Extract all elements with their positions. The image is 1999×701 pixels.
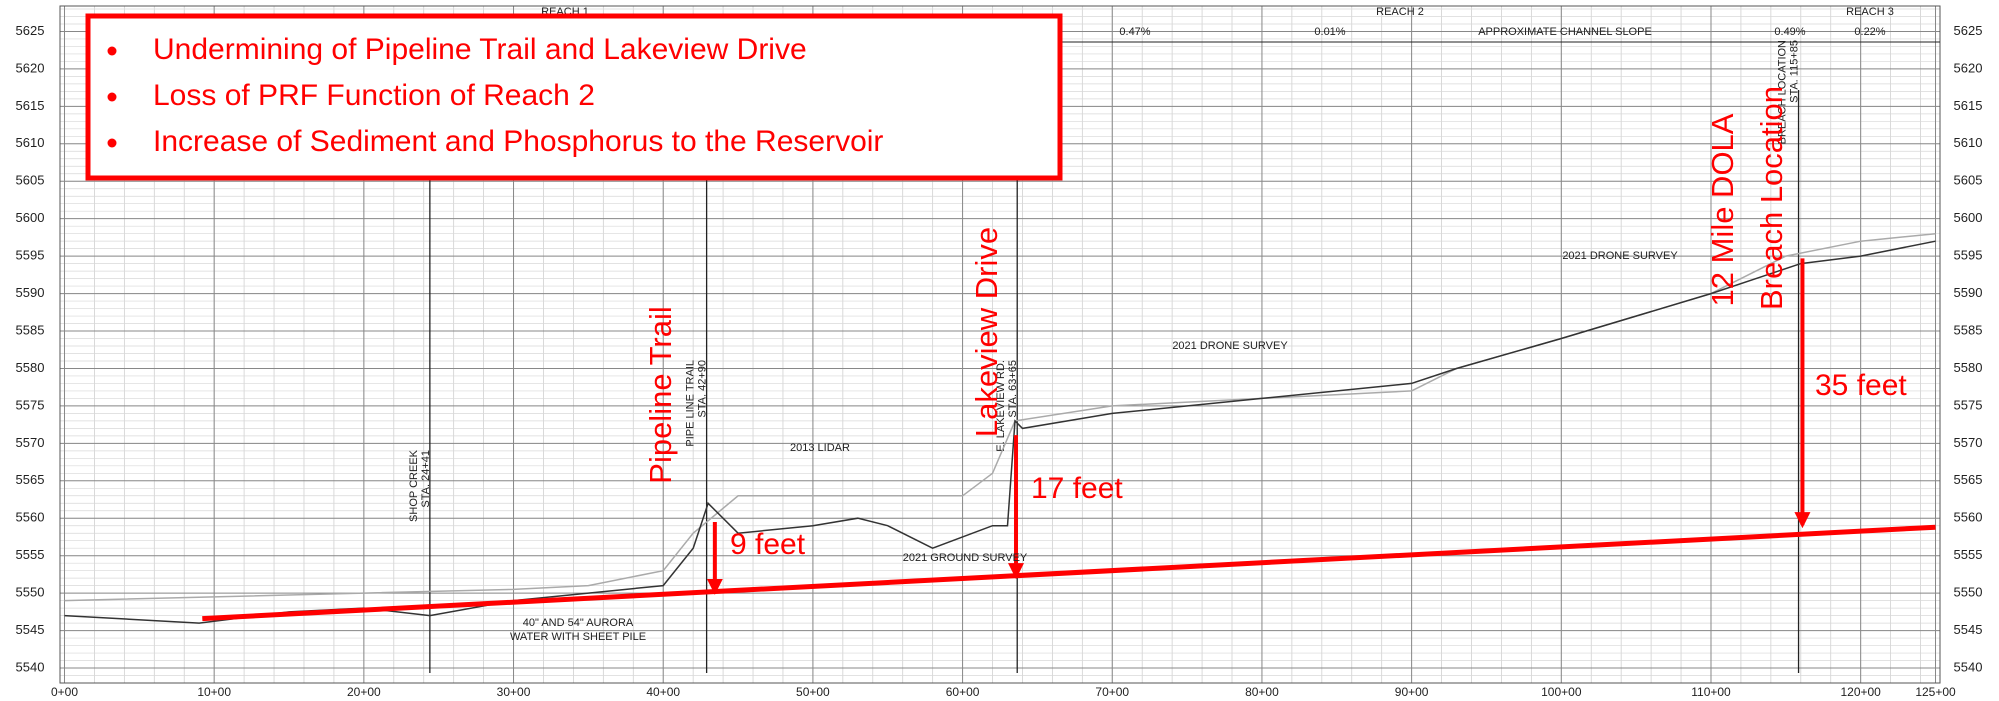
x-tick-label: 125+00 — [1915, 685, 1956, 699]
y-tick-label: 5555 — [16, 547, 45, 562]
note: 2021 DRONE SURVEY — [1562, 250, 1678, 262]
y-tick-label: 5560 — [16, 510, 45, 525]
y-tick-label-right: 5555 — [1954, 547, 1983, 562]
y-tick-label-right: 5595 — [1954, 248, 1983, 263]
y-tick-label-right: 5575 — [1954, 397, 1983, 412]
callout-item: Loss of PRF Function of Reach 2 — [153, 79, 595, 112]
y-tick-label: 5605 — [16, 173, 45, 188]
y-tick-label-right: 5570 — [1954, 435, 1983, 450]
site-label: Lakeview Drive — [969, 227, 1004, 437]
x-tick-label: 10+00 — [197, 685, 231, 699]
y-tick-label: 5575 — [16, 397, 45, 412]
y-tick-label: 5615 — [16, 98, 45, 113]
station-label: SHOP CREEK — [408, 449, 420, 522]
note: 0.49% — [1774, 26, 1805, 38]
bullet — [107, 138, 117, 148]
site-label: 12 Mile DOLA — [1705, 113, 1740, 306]
y-tick-label-right: 5600 — [1954, 210, 1983, 225]
y-tick-label: 5595 — [16, 248, 45, 263]
y-tick-label: 5570 — [16, 435, 45, 450]
y-tick-label-right: 5625 — [1954, 23, 1983, 38]
station-label: PIPE LINE TRAIL — [685, 360, 697, 447]
y-tick-label-right: 5620 — [1954, 60, 1983, 75]
note: 2013 LIDAR — [790, 442, 850, 454]
y-tick-label-right: 5605 — [1954, 173, 1983, 188]
x-tick-label: 60+00 — [946, 685, 980, 699]
callout: Undermining of Pipeline Trail and Lakevi… — [85, 13, 1063, 181]
station-label: STA. 115+85 — [1788, 40, 1800, 103]
y-tick-label-right: 5590 — [1954, 285, 1983, 300]
y-tick-label-right: 5585 — [1954, 322, 1983, 337]
note: 40" AND 54" AURORA — [523, 617, 634, 629]
station-label: BREACH LOCATION — [1776, 40, 1788, 144]
y-tick-label: 5620 — [16, 60, 45, 75]
x-tick-label: 120+00 — [1840, 685, 1881, 699]
x-tick-label: 70+00 — [1095, 685, 1129, 699]
y-tick-label-right: 5580 — [1954, 360, 1983, 375]
x-tick-label: 110+00 — [1691, 685, 1731, 699]
note: 0.47% — [1119, 26, 1150, 38]
y-tick-label: 5565 — [16, 472, 45, 487]
callout-item: Undermining of Pipeline Trail and Lakevi… — [153, 33, 807, 66]
y-tick-label-right: 5545 — [1954, 622, 1983, 637]
series-line — [202, 524, 1936, 622]
y-tick-label-right: 5610 — [1954, 135, 1983, 150]
y-tick-label-right: 5540 — [1954, 659, 1983, 674]
station-label: STA. 63+65 — [1007, 360, 1019, 418]
x-tick-label: 90+00 — [1395, 685, 1429, 699]
x-tick-label: 30+00 — [497, 685, 531, 699]
x-tick-label: 40+00 — [646, 685, 680, 699]
note: APPROXIMATE CHANNEL SLOPE — [1478, 26, 1652, 38]
note: WATER WITH SHEET PILE — [510, 631, 646, 643]
arrow-label: 9 feet — [730, 528, 806, 561]
bullet — [107, 92, 117, 102]
arrow-label: 17 feet — [1031, 472, 1123, 505]
note: 2021 DRONE SURVEY — [1172, 340, 1288, 352]
bullet — [107, 46, 117, 56]
note: REACH 2 — [1376, 6, 1424, 18]
plot-frame — [59, 5, 1941, 684]
note: 0.22% — [1854, 26, 1885, 38]
arrow-label: 35 feet — [1815, 369, 1907, 402]
x-tick-label: 80+00 — [1245, 685, 1279, 699]
station-label: E. LAKEVIEW RD. — [995, 360, 1007, 452]
y-tick-label: 5580 — [16, 360, 45, 375]
station-label: STA. 42+90 — [697, 360, 709, 418]
x-tick-label: 100+00 — [1541, 685, 1582, 699]
y-tick-label: 5625 — [16, 23, 45, 38]
x-tick-label: 0+00 — [51, 685, 78, 699]
y-tick-label-right: 5560 — [1954, 510, 1983, 525]
callout-item: Increase of Sediment and Phosphorus to t… — [153, 125, 883, 158]
y-tick-label: 5600 — [16, 210, 45, 225]
y-tick-label-right: 5615 — [1954, 98, 1983, 113]
site-label: Pipeline Trail — [643, 306, 678, 483]
series-line — [64, 240, 1936, 624]
x-tick-label: 50+00 — [796, 685, 830, 699]
x-tick-label: 20+00 — [347, 685, 381, 699]
y-tick-label-right: 5565 — [1954, 472, 1983, 487]
note: REACH 3 — [1846, 6, 1894, 18]
station-label: STA. 24+41 — [420, 450, 432, 508]
callout-box — [85, 13, 1063, 181]
note: 2021 GROUND SURVEY — [903, 552, 1028, 564]
y-tick-label-right: 5550 — [1954, 585, 1983, 600]
y-tick-label: 5550 — [16, 585, 45, 600]
site-label: Breach Location — [1754, 86, 1789, 310]
y-tick-label: 5540 — [16, 659, 45, 674]
y-tick-label: 5590 — [16, 285, 45, 300]
note: 0.01% — [1314, 26, 1345, 38]
y-tick-label: 5610 — [16, 135, 45, 150]
y-tick-label: 5585 — [16, 322, 45, 337]
y-tick-label: 5545 — [16, 622, 45, 637]
